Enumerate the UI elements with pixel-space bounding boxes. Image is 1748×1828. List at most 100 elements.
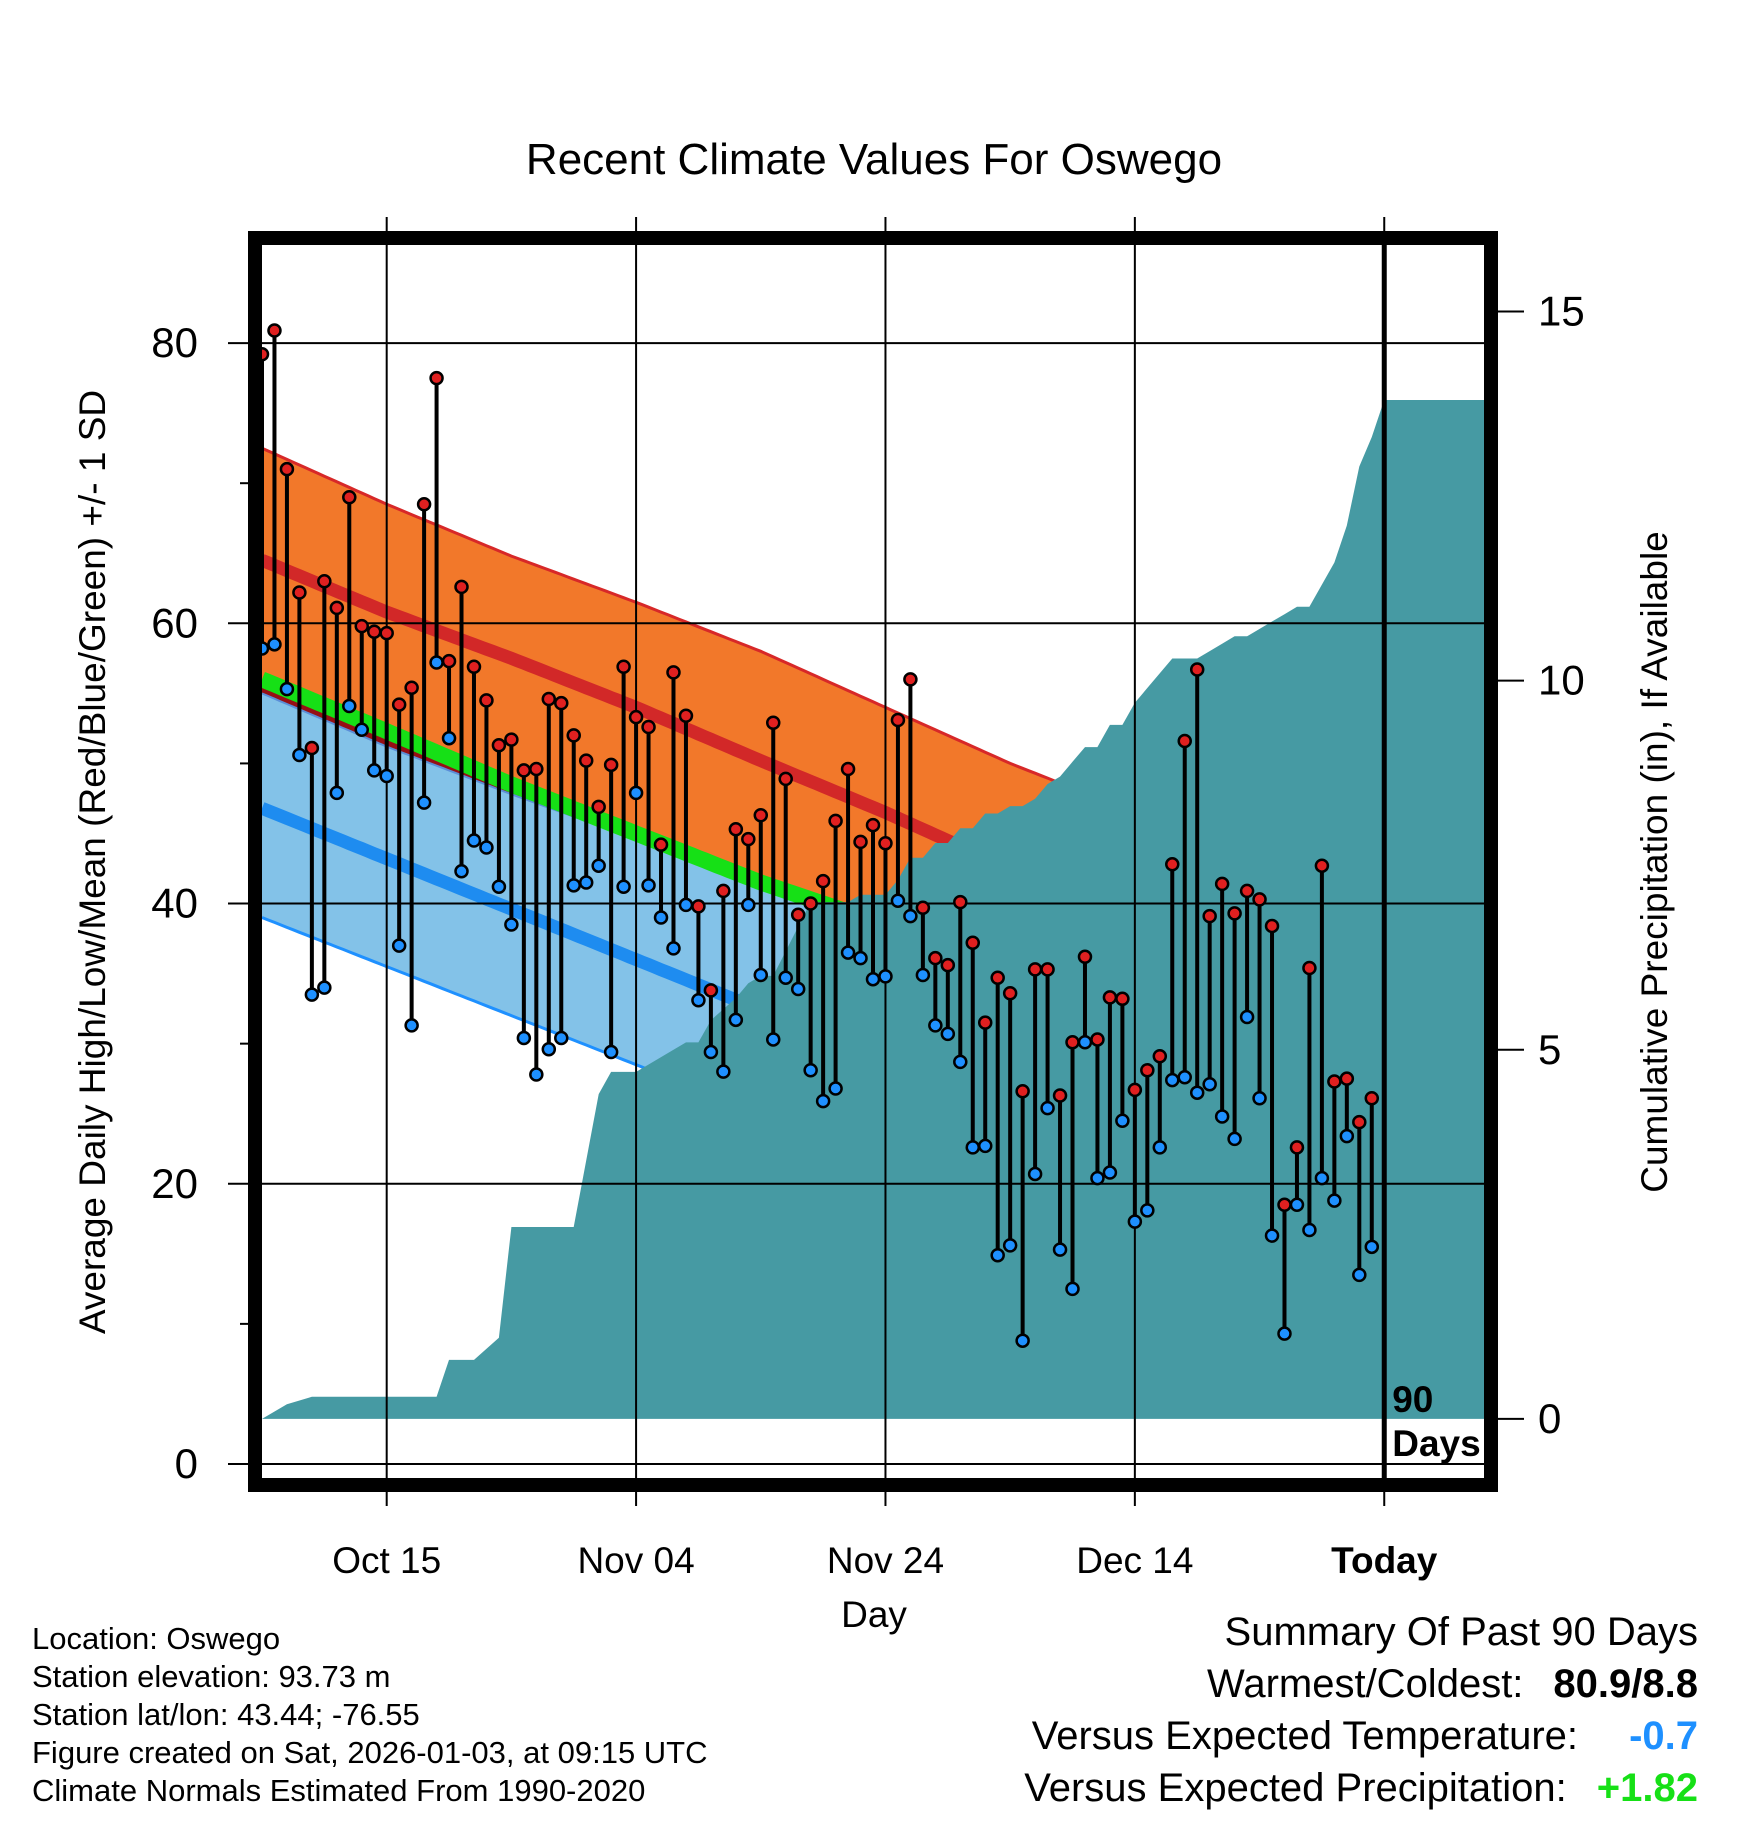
daily-high-point (391, 697, 407, 712)
daily-low-point (379, 768, 394, 784)
daily-high-point (840, 761, 856, 777)
x-axis-label: Day (841, 1594, 907, 1635)
daily-high-point (1264, 918, 1280, 934)
daily-high-point (262, 347, 270, 362)
daily-low-point (1352, 1267, 1367, 1283)
y2-tick-label: 10 (1538, 657, 1585, 704)
daily-low-point (840, 945, 856, 960)
daily-high-point (541, 691, 557, 707)
daily-high-point (1327, 1074, 1342, 1089)
daily-low-point (591, 858, 606, 873)
daily-high-point (765, 715, 781, 731)
daily-low-point (790, 981, 806, 997)
daily-low-point (1102, 1165, 1118, 1180)
y2-axis-label: Cumulative Precipitation (in), If Availa… (1634, 531, 1675, 1193)
daily-high-point (641, 719, 656, 735)
daily-low-point (628, 785, 644, 801)
daily-high-point (1352, 1114, 1367, 1130)
daily-high-point (591, 799, 606, 815)
daily-low-point (1227, 1131, 1242, 1147)
daily-high-point (703, 983, 719, 998)
daily-low-point (853, 950, 868, 966)
daily-high-point (741, 831, 756, 847)
daily-low-point (516, 1030, 532, 1046)
x-tick-label: Dec 14 (1076, 1540, 1193, 1581)
daily-low-point (1177, 1070, 1192, 1085)
daily-low-point (915, 967, 931, 983)
daily-high-point (1152, 1049, 1168, 1064)
daily-low-point (1152, 1140, 1168, 1155)
daily-high-point (504, 732, 519, 747)
daily-low-point (578, 875, 594, 890)
today-marker-label: 90 Days (1392, 1379, 1480, 1464)
daily-low-point (1189, 1085, 1205, 1100)
daily-low-point (616, 879, 631, 894)
daily-high-point (1077, 949, 1093, 965)
summary-heading: Summary Of Past 90 Days (1224, 1610, 1698, 1654)
daily-high-point (279, 461, 295, 477)
daily-high-point (628, 709, 644, 725)
daily-low-point (977, 1138, 993, 1154)
chart-title: Recent Climate Values For Oswego (526, 135, 1222, 184)
daily-low-point (716, 1064, 731, 1079)
daily-high-point (479, 693, 494, 708)
daily-low-point (1289, 1197, 1305, 1213)
daily-low-point (566, 878, 581, 893)
daily-low-point (466, 833, 482, 848)
daily-high-point (928, 950, 943, 966)
daily-low-point (1140, 1203, 1155, 1218)
summary-panel: Summary Of Past 90 Days Warmest/Coldest:… (798, 1610, 1698, 1818)
daily-high-point (354, 618, 370, 634)
daily-high-point (404, 680, 419, 696)
summary-temp-label: Versus Expected Temperature: (1031, 1714, 1578, 1758)
daily-low-point (1077, 1034, 1093, 1050)
daily-low-point (391, 938, 407, 953)
daily-low-point (541, 1042, 557, 1057)
info-normals: Climate Normals Estimated From 1990-2020 (32, 1773, 646, 1808)
daily-low-point (1314, 1170, 1330, 1186)
daily-low-point (603, 1044, 619, 1060)
daily-low-point (491, 879, 507, 894)
y-tick-label: 40 (151, 880, 198, 927)
daily-high-point (379, 625, 394, 641)
plot-frame (248, 231, 1498, 1492)
daily-high-point (1252, 892, 1267, 907)
daily-low-point (691, 992, 706, 1008)
daily-low-point (803, 1063, 818, 1078)
daily-high-point (1364, 1091, 1380, 1106)
daily-low-point (1302, 1222, 1317, 1238)
daily-low-point (753, 967, 769, 983)
daily-high-point (317, 574, 332, 589)
daily-low-point (1115, 1113, 1130, 1128)
daily-high-point (1115, 991, 1130, 1007)
info-elevation: Station elevation: 93.73 m (32, 1659, 391, 1694)
y-tick-label: 20 (151, 1160, 198, 1207)
daily-high-point (1202, 908, 1217, 924)
daily-high-point (953, 894, 968, 910)
summary-precip-value: +1.82 (1596, 1766, 1698, 1810)
daily-low-point (454, 864, 469, 879)
daily-high-point (578, 753, 594, 768)
daily-low-point (1002, 1238, 1018, 1253)
daily-high-point (790, 907, 806, 922)
daily-low-point (1252, 1091, 1267, 1106)
daily-high-point (342, 489, 357, 505)
daily-low-point (441, 730, 457, 746)
daily-high-point (853, 834, 868, 850)
daily-high-point (878, 836, 893, 851)
daily-low-point (342, 698, 357, 714)
daily-low-point (1214, 1109, 1230, 1124)
x-tick-label: Nov 24 (827, 1540, 944, 1581)
summary-warmest-value: 80.9/8.8 (1553, 1662, 1698, 1706)
daily-high-point (329, 600, 345, 616)
info-location: Location: Oswego (32, 1621, 281, 1656)
daily-high-point (828, 813, 843, 829)
daily-high-point (903, 672, 918, 687)
daily-high-point (990, 970, 1005, 986)
daily-high-point (716, 883, 731, 899)
summary-temp-value: -0.7 (1629, 1714, 1698, 1758)
daily-high-point (915, 900, 931, 915)
daily-low-point (554, 1030, 569, 1046)
y2-tick-label: 15 (1538, 287, 1585, 334)
